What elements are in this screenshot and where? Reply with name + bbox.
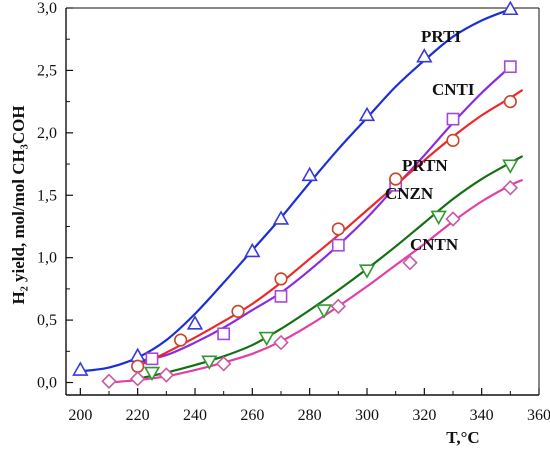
prti-data-point-7 bbox=[358, 106, 376, 122]
prti-data-point-1 bbox=[72, 361, 89, 376]
cnzn-data-point-6 bbox=[430, 210, 447, 226]
cnti-data-point-3 bbox=[274, 289, 288, 303]
cnti-data-point-1 bbox=[145, 352, 159, 366]
x-tick-label: 340 bbox=[470, 407, 494, 424]
prti-data-point-3 bbox=[186, 315, 204, 330]
y-tick-label: 0,0 bbox=[37, 375, 57, 392]
cnzn-data-point-5 bbox=[358, 264, 376, 279]
cntn-data-point-6 bbox=[330, 298, 347, 315]
cnzn-data-point-7 bbox=[502, 159, 519, 174]
cntn-data-point-2 bbox=[129, 371, 146, 387]
prtn-data-point-8 bbox=[503, 95, 517, 109]
cnzn-data-point-1 bbox=[143, 366, 161, 382]
series-label-prtn: PRTN bbox=[402, 156, 448, 175]
y-tick-label: 2,0 bbox=[37, 125, 57, 142]
cntn-data-point-4 bbox=[215, 356, 232, 372]
cnti-data-point-4 bbox=[331, 238, 345, 252]
series-label-cntn: CNTN bbox=[410, 235, 459, 254]
x-tick-label: 260 bbox=[240, 407, 264, 424]
x-tick-label: 220 bbox=[126, 407, 150, 424]
tick-layer: 200 220 240 260 280 300 320 340 360 0,0 0,5 1,0 1,5 2… bbox=[37, 0, 550, 424]
axes-layer: H₂ yield, mol/mol CH₃COH T,°C bbox=[9, 7, 540, 447]
prtn-data-point-1 bbox=[131, 359, 145, 373]
x-tick-label: 360 bbox=[527, 407, 550, 424]
x-axis-title: T,°C bbox=[446, 428, 479, 447]
y-tick-label: 1,5 bbox=[37, 187, 57, 204]
cntn-data-point-5 bbox=[273, 334, 289, 351]
cntn-data-point-3 bbox=[158, 367, 175, 383]
series-line-cnzn bbox=[136, 155, 523, 380]
prtn-data-point-4 bbox=[274, 272, 288, 286]
cnzn-data-point-2 bbox=[201, 355, 218, 370]
series-label-cnzn: CNZN bbox=[385, 184, 434, 203]
x-tick-label: 320 bbox=[412, 407, 436, 424]
marker-layer bbox=[72, 0, 519, 389]
y-tick-label: 1,0 bbox=[37, 250, 57, 267]
x-tick-label: 280 bbox=[298, 407, 322, 424]
series-label-prti: PRTI bbox=[421, 27, 461, 46]
x-tick-label: 240 bbox=[183, 407, 207, 424]
cntn-data-point-9 bbox=[502, 180, 519, 196]
prtn-data-point-5 bbox=[331, 222, 345, 236]
cnzn-data-point-3 bbox=[258, 331, 275, 347]
cntn-data-point-1 bbox=[101, 373, 117, 389]
y-axis-title: H₂ yield, mol/mol CH₃COH bbox=[9, 105, 28, 304]
prti-data-point-8 bbox=[416, 48, 433, 63]
prti-data-point-4 bbox=[244, 242, 261, 258]
y-tick-label: 2,5 bbox=[37, 62, 57, 79]
prtn-data-point-3 bbox=[231, 304, 245, 318]
cnzn-data-point-4 bbox=[315, 304, 333, 319]
x-tick-label: 300 bbox=[355, 407, 379, 424]
y-tick-label: 3,0 bbox=[37, 0, 57, 17]
cntn-data-point-8 bbox=[445, 211, 461, 227]
series-label-cnti: CNTI bbox=[432, 80, 475, 99]
cnti-data-point-7 bbox=[503, 60, 517, 74]
prti-data-point-5 bbox=[272, 210, 290, 225]
prtn-data-point-7 bbox=[446, 133, 460, 147]
prti-data-point-6 bbox=[301, 166, 318, 182]
prtn-data-point-2 bbox=[174, 333, 188, 347]
fit-layer bbox=[79, 8, 523, 384]
series-label-layer: PRTI CNTI PRTN CNZN CNTN bbox=[385, 27, 475, 254]
cntn-data-point-7 bbox=[402, 254, 418, 271]
y-tick-label: 0,5 bbox=[37, 312, 57, 329]
prtn-data-point-6 bbox=[389, 172, 403, 186]
series-line-cntn bbox=[107, 179, 523, 384]
cnti-data-point-6 bbox=[446, 112, 460, 126]
cnti-data-point-2 bbox=[217, 327, 231, 341]
series-line-prti bbox=[79, 8, 512, 373]
x-tick-label: 200 bbox=[68, 407, 92, 424]
prti-data-point-9 bbox=[502, 0, 519, 16]
